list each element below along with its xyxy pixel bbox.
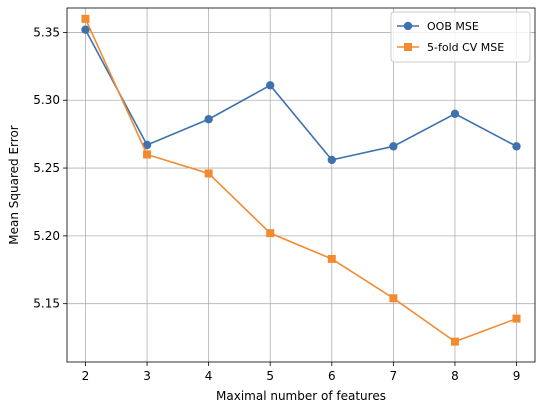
legend: OOB MSE 5-fold CV MSE: [390, 11, 531, 63]
plot-area-frame: [66, 7, 536, 363]
legend-entry: OOB MSE: [397, 20, 479, 33]
x-tick-label: 8: [451, 369, 459, 383]
series-2: [81, 14, 521, 346]
legend-label: OOB MSE: [427, 20, 479, 33]
data-point: [327, 254, 336, 263]
x-tick-label: 5: [266, 369, 274, 383]
y-tick-label: 5.30: [33, 93, 60, 107]
data-point: [389, 142, 398, 151]
x-tick-label: 7: [390, 369, 398, 383]
data-point: [266, 229, 275, 238]
data-point: [450, 109, 460, 118]
x-tick-label: 2: [82, 369, 90, 383]
x-tick-label: 3: [143, 369, 151, 383]
data-point: [81, 14, 90, 23]
legend-entry: 5-fold CV MSE: [397, 41, 504, 54]
data-point: [142, 140, 152, 150]
legend-marker: [404, 43, 412, 51]
data-point: [327, 155, 336, 165]
legend-label: 5-fold CV MSE: [427, 41, 504, 54]
y-tick-label: 5.20: [33, 229, 60, 243]
x-tick-label: 6: [328, 369, 336, 383]
data-point: [143, 150, 152, 159]
data-point: [512, 314, 521, 323]
axis-ticks: 2 3 4 5 6 7 8 9 5.15 5.20 5.25 5.30 5.35: [33, 25, 520, 383]
series-line: [84, 18, 517, 343]
data-point: [204, 169, 213, 178]
data-point: [450, 337, 459, 346]
data-point: [204, 115, 213, 124]
y-tick-label: 5.35: [33, 25, 60, 39]
data-point: [266, 81, 275, 90]
series-group: [81, 14, 521, 346]
data-point: [81, 25, 90, 34]
y-axis-title: Mean Squared Error: [7, 125, 21, 245]
x-tick-label: 4: [205, 369, 213, 383]
legend-box: [390, 11, 531, 63]
x-axis-title: Maximal number of features: [216, 389, 386, 403]
legend-marker: [403, 21, 413, 31]
y-tick-label: 5.15: [33, 297, 60, 311]
y-tick-label: 5.25: [33, 161, 60, 175]
x-tick-label: 9: [513, 369, 521, 383]
series-line: [84, 29, 517, 161]
data-point: [389, 294, 398, 303]
series-1: [81, 25, 521, 165]
data-point: [512, 142, 521, 151]
